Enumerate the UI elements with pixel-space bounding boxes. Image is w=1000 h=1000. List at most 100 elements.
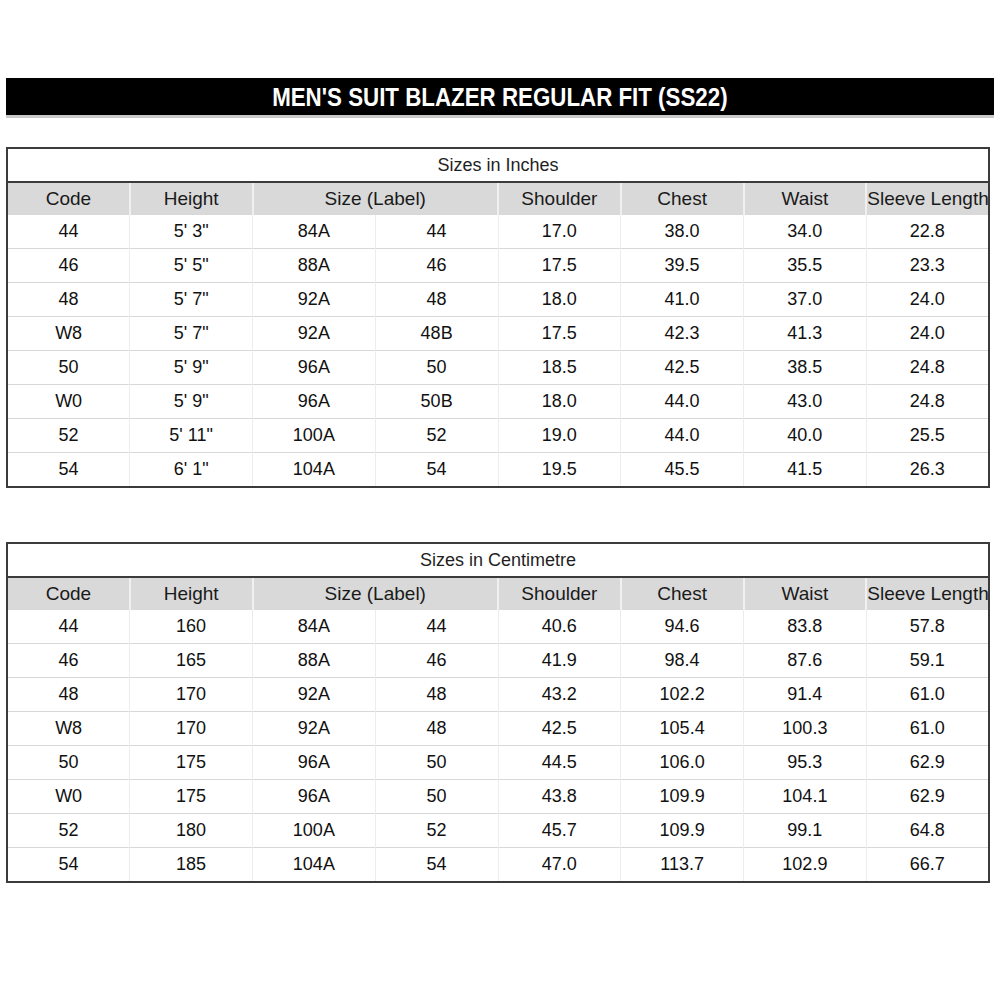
table-row: 4616588A4641.998.487.659.1 xyxy=(7,644,989,678)
table-cell: 50 xyxy=(375,780,498,814)
table-cell: 48 xyxy=(375,678,498,712)
column-header: Shoulder xyxy=(498,577,621,610)
table-cell: 5' 3" xyxy=(130,215,253,249)
table-cell: 46 xyxy=(7,249,130,283)
table-cell: 35.5 xyxy=(744,249,867,283)
table-cell: 98.4 xyxy=(621,644,744,678)
table-cell: 50B xyxy=(375,385,498,419)
table-cell: 170 xyxy=(130,678,253,712)
column-header: Code xyxy=(7,577,130,610)
table-cell: 23.3 xyxy=(866,249,989,283)
table-cell: 62.9 xyxy=(866,780,989,814)
table-cell: 52 xyxy=(375,814,498,848)
table-cell: 96A xyxy=(253,385,376,419)
table-cell: 185 xyxy=(130,848,253,883)
table-cell: 170 xyxy=(130,712,253,746)
table-row: 546' 1"104A5419.545.541.526.3 xyxy=(7,453,989,488)
column-header: Shoulder xyxy=(498,182,621,215)
table-cell: 102.9 xyxy=(744,848,867,883)
table-cell: 88A xyxy=(253,249,376,283)
table-cell: 52 xyxy=(7,419,130,453)
table-cell: 5' 5" xyxy=(130,249,253,283)
table-cell: 100A xyxy=(253,419,376,453)
table-cell: 165 xyxy=(130,644,253,678)
table-cell: 44 xyxy=(7,610,130,644)
table-cell: 5' 11" xyxy=(130,419,253,453)
table-cell: 102.2 xyxy=(621,678,744,712)
table-cell: 105.4 xyxy=(621,712,744,746)
table-cell: 46 xyxy=(375,249,498,283)
table-cell: 42.3 xyxy=(621,317,744,351)
table-row: 4817092A4843.2102.291.461.0 xyxy=(7,678,989,712)
column-header: Sleeve Length xyxy=(866,577,989,610)
column-header: Chest xyxy=(621,577,744,610)
table-cell: 44 xyxy=(375,610,498,644)
table-cell: 48 xyxy=(7,283,130,317)
table-cell: 44 xyxy=(375,215,498,249)
table-cell: 44.0 xyxy=(621,419,744,453)
table-caption: Sizes in Centimetre xyxy=(7,543,989,577)
table-cell: 18.0 xyxy=(498,385,621,419)
table-cell: 39.5 xyxy=(621,249,744,283)
table-cell: 99.1 xyxy=(744,814,867,848)
table-cell: W8 xyxy=(7,712,130,746)
table-cell: 47.0 xyxy=(498,848,621,883)
table-cell: 50 xyxy=(375,351,498,385)
table-cell: 17.5 xyxy=(498,249,621,283)
table-cell: 160 xyxy=(130,610,253,644)
table-cell: 109.9 xyxy=(621,780,744,814)
table-cell: 180 xyxy=(130,814,253,848)
table-cell: 19.5 xyxy=(498,453,621,488)
column-header: Code xyxy=(7,182,130,215)
table-cell: 48 xyxy=(7,678,130,712)
table-row: 505' 9"96A5018.542.538.524.8 xyxy=(7,351,989,385)
table-cell: 38.0 xyxy=(621,215,744,249)
table-cell: 92A xyxy=(253,283,376,317)
table-cell: 5' 7" xyxy=(130,283,253,317)
table-cell: 91.4 xyxy=(744,678,867,712)
table-caption: Sizes in Inches xyxy=(7,148,989,182)
table-cell: 45.7 xyxy=(498,814,621,848)
table-cell: 40.0 xyxy=(744,419,867,453)
table-cell: 24.8 xyxy=(866,351,989,385)
table-cell: 59.1 xyxy=(866,644,989,678)
table-cell: 96A xyxy=(253,780,376,814)
table-cell: 43.2 xyxy=(498,678,621,712)
table-cell: 17.5 xyxy=(498,317,621,351)
table-cell: 44.0 xyxy=(621,385,744,419)
column-header: Height xyxy=(130,577,253,610)
table-cell: 24.0 xyxy=(866,283,989,317)
table-row: 52180100A5245.7109.999.164.8 xyxy=(7,814,989,848)
table-cell: 92A xyxy=(253,678,376,712)
table-cell: 46 xyxy=(7,644,130,678)
table-row: W017596A5043.8109.9104.162.9 xyxy=(7,780,989,814)
table-cell: 44.5 xyxy=(498,746,621,780)
table-cell: W8 xyxy=(7,317,130,351)
table-header-row: CodeHeightSize (Label)ShoulderChestWaist… xyxy=(7,182,989,215)
table-cell: 6' 1" xyxy=(130,453,253,488)
table-cell: 41.0 xyxy=(621,283,744,317)
table-cell: 18.0 xyxy=(498,283,621,317)
table-cell: 96A xyxy=(253,746,376,780)
table-cell: 57.8 xyxy=(866,610,989,644)
column-header: Size (Label) xyxy=(253,182,499,215)
table-cell: 37.0 xyxy=(744,283,867,317)
table-cell: 43.0 xyxy=(744,385,867,419)
table-cell: 106.0 xyxy=(621,746,744,780)
table-cell: 48 xyxy=(375,712,498,746)
table-cell: 52 xyxy=(375,419,498,453)
table-cell: 104A xyxy=(253,848,376,883)
table-cell: 88A xyxy=(253,644,376,678)
table-cell: 95.3 xyxy=(744,746,867,780)
column-header: Chest xyxy=(621,182,744,215)
table-cell: 54 xyxy=(375,453,498,488)
table-cell: 64.8 xyxy=(866,814,989,848)
column-header: Height xyxy=(130,182,253,215)
table-cell: 50 xyxy=(7,351,130,385)
table-cell: 61.0 xyxy=(866,678,989,712)
table-header-row: CodeHeightSize (Label)ShoulderChestWaist… xyxy=(7,577,989,610)
table-cell: 38.5 xyxy=(744,351,867,385)
column-header: Waist xyxy=(744,182,867,215)
table-cell: 41.5 xyxy=(744,453,867,488)
table-row: W817092A4842.5105.4100.361.0 xyxy=(7,712,989,746)
